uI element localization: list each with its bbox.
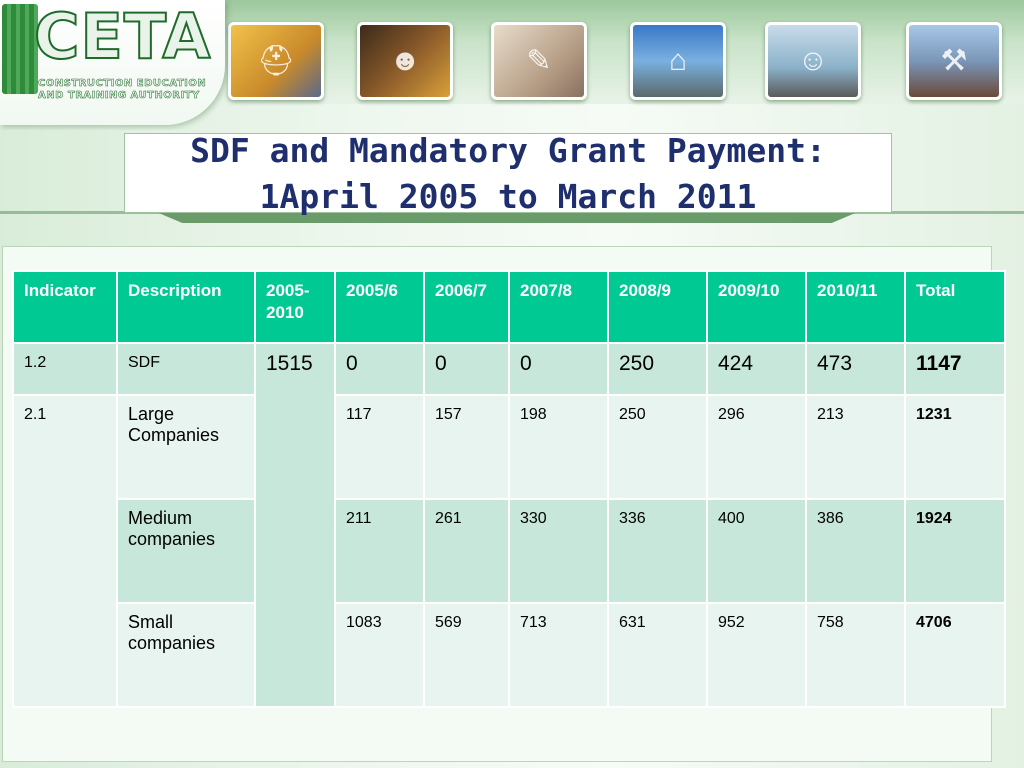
table-row: 2.1 Large Companies 117 157 198 250 296 … — [12, 394, 1006, 708]
cell-value: 250 — [607, 342, 708, 396]
row-description: Large Companies — [116, 394, 256, 500]
row-description: Medium companies — [116, 498, 256, 604]
cell-value: 250 — [607, 394, 708, 500]
cell-value: 213 — [805, 394, 906, 500]
merged-2005-2010-value: 1515 — [254, 342, 336, 708]
logo-panel: CETA CONSTRUCTION EDUCATION AND TRAINING… — [0, 0, 225, 125]
logo-wordmark: CETA — [33, 0, 212, 73]
crane-photo-icon: ⌂ — [630, 22, 726, 100]
drafting-tools-photo-icon: ✎ — [491, 22, 587, 100]
cell-value: 0 — [334, 342, 425, 396]
table-row: Small companies 1083 569 713 631 952 758… — [13, 602, 1006, 708]
row-total: 1147 — [904, 342, 1006, 396]
cell-value: 386 — [805, 498, 906, 604]
pillar-icon — [2, 4, 38, 94]
scaffold-photo-icon: ⚒ — [906, 22, 1002, 100]
cell-value: 424 — [706, 342, 807, 396]
cell-value: 569 — [423, 602, 510, 708]
cell-value: 117 — [334, 394, 425, 500]
cell-value: 296 — [706, 394, 807, 500]
cell-value: 198 — [508, 394, 609, 500]
grant-payment-table: Indicator Description 2005-2010 2005/6 2… — [12, 270, 1006, 708]
row-total: 1231 — [904, 394, 1006, 500]
cell-value: 473 — [805, 342, 906, 396]
cell-value: 336 — [607, 498, 708, 604]
row-description: Small companies — [116, 602, 256, 708]
cell-value: 758 — [805, 602, 906, 708]
header-row: Indicator Description 2005-2010 2005/6 2… — [12, 270, 1006, 344]
col-header-2009-10: 2009/10 — [706, 270, 807, 344]
page-title: SDF and Mandatory Grant Payment: 1April … — [124, 128, 892, 220]
cell-value: 1083 — [334, 602, 425, 708]
col-header-2005-6: 2005/6 — [334, 270, 425, 344]
col-header-description: Description — [116, 270, 256, 344]
col-header-2010-11: 2010/11 — [805, 270, 906, 344]
worker-photo-icon: ☻ — [357, 22, 453, 100]
col-header-indicator: Indicator — [12, 270, 118, 344]
cell-value: 0 — [423, 342, 510, 396]
hard-hat-photo-icon: ⛑ — [228, 22, 324, 100]
col-header-2005-2010: 2005-2010 — [254, 270, 336, 344]
title-box — [124, 133, 892, 213]
cell-value: 330 — [508, 498, 609, 604]
title-shadow — [154, 211, 860, 223]
cell-value: 952 — [706, 602, 807, 708]
page-title-line2: 1April 2005 to March 2011 — [259, 177, 757, 216]
row-indicator: 1.2 — [12, 342, 118, 396]
banner-strip — [215, 0, 1024, 104]
table-row: 1.2 SDF 1515 0 0 0 250 424 473 1147 — [12, 342, 1006, 708]
col-header-2006-7: 2006/7 — [423, 270, 510, 344]
row-description: SDF — [116, 342, 256, 396]
logo-subtitle-line1: CONSTRUCTION EDUCATION — [38, 78, 207, 90]
logo-subtitle-line2: AND TRAINING AUTHORITY — [38, 90, 200, 102]
row-total: 4706 — [904, 602, 1006, 708]
page-title-line1: SDF and Mandatory Grant Payment: — [190, 131, 826, 170]
cell-value: 631 — [607, 602, 708, 708]
engineers-photo-icon: ☺ — [765, 22, 861, 100]
cell-value: 157 — [423, 394, 510, 500]
cell-value: 0 — [508, 342, 609, 396]
cell-value: 400 — [706, 498, 807, 604]
header-banner: ⛑ ☻ ✎ ⌂ ☺ ⚒ CETA CONSTRUCTION EDUCATION … — [0, 0, 1024, 130]
logo-subtitle: CONSTRUCTION EDUCATION AND TRAINING AUTH… — [38, 78, 206, 102]
cell-value: 211 — [334, 498, 425, 604]
col-header-2007-8: 2007/8 — [508, 270, 609, 344]
cell-value: 713 — [508, 602, 609, 708]
row-indicator: 2.1 — [12, 394, 118, 708]
table-row: Medium companies 211 261 330 336 400 386… — [13, 498, 1006, 604]
col-header-total: Total — [904, 270, 1006, 344]
row-total: 1924 — [904, 498, 1006, 604]
cell-value: 261 — [423, 498, 510, 604]
col-header-2008-9: 2008/9 — [607, 270, 708, 344]
